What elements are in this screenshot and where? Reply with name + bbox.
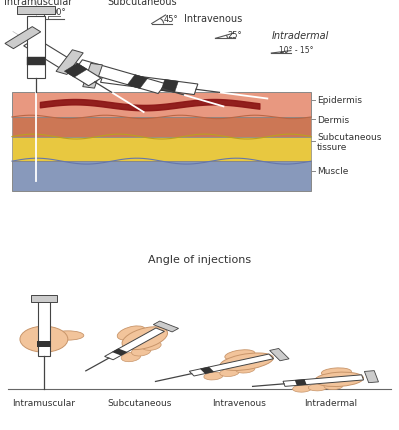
Ellipse shape	[220, 369, 239, 377]
Text: Epidermis: Epidermis	[317, 96, 362, 105]
Ellipse shape	[131, 347, 151, 356]
Text: Intravenous: Intravenous	[212, 399, 267, 408]
Ellipse shape	[308, 384, 327, 391]
Ellipse shape	[315, 372, 363, 387]
Polygon shape	[64, 64, 87, 78]
Text: Intravenous: Intravenous	[184, 14, 242, 24]
Text: Subcutaneous
tissure: Subcutaneous tissure	[317, 132, 381, 152]
Ellipse shape	[236, 366, 255, 373]
Polygon shape	[127, 75, 148, 89]
Ellipse shape	[20, 326, 68, 352]
Polygon shape	[5, 28, 41, 49]
Text: Intradermal: Intradermal	[271, 31, 329, 41]
Text: Intradermal: Intradermal	[304, 399, 358, 408]
Ellipse shape	[117, 326, 145, 340]
Polygon shape	[27, 58, 45, 66]
Polygon shape	[75, 61, 166, 94]
Bar	[38, 301, 50, 356]
Polygon shape	[112, 349, 128, 356]
Polygon shape	[189, 354, 274, 376]
Ellipse shape	[142, 341, 161, 350]
Polygon shape	[270, 349, 289, 361]
Bar	[12, 162, 311, 191]
Polygon shape	[283, 375, 363, 387]
Polygon shape	[56, 51, 83, 75]
Ellipse shape	[52, 331, 84, 340]
Polygon shape	[295, 379, 307, 386]
Polygon shape	[83, 64, 103, 89]
Ellipse shape	[122, 327, 168, 350]
Text: Intramuscular: Intramuscular	[4, 0, 72, 7]
Ellipse shape	[121, 353, 140, 362]
Text: 90°: 90°	[52, 8, 67, 17]
Bar	[12, 137, 311, 162]
Polygon shape	[200, 367, 214, 374]
Polygon shape	[161, 80, 178, 93]
Bar	[12, 93, 311, 118]
Text: 45°: 45°	[164, 15, 178, 24]
Text: Angle of injections: Angle of injections	[148, 254, 251, 264]
Text: Muscle: Muscle	[317, 167, 349, 176]
Polygon shape	[364, 371, 379, 383]
Polygon shape	[27, 17, 45, 78]
Text: 10° - 15°: 10° - 15°	[279, 46, 314, 55]
Ellipse shape	[225, 350, 255, 360]
Ellipse shape	[292, 385, 312, 392]
Ellipse shape	[324, 383, 343, 390]
Ellipse shape	[321, 368, 352, 377]
Bar	[12, 118, 311, 137]
Text: Subcutaneous: Subcutaneous	[108, 0, 177, 7]
Polygon shape	[101, 73, 198, 95]
Text: Subcutaneous: Subcutaneous	[107, 399, 172, 408]
Polygon shape	[17, 7, 55, 15]
Text: Intramuscular: Intramuscular	[12, 399, 75, 408]
Bar	[31, 295, 57, 302]
Ellipse shape	[220, 353, 273, 371]
Polygon shape	[24, 39, 101, 86]
Polygon shape	[105, 328, 164, 360]
Text: Dermis: Dermis	[317, 116, 350, 125]
Bar	[37, 341, 51, 347]
Ellipse shape	[204, 372, 223, 380]
Text: 25°: 25°	[227, 31, 242, 40]
Polygon shape	[153, 321, 179, 332]
